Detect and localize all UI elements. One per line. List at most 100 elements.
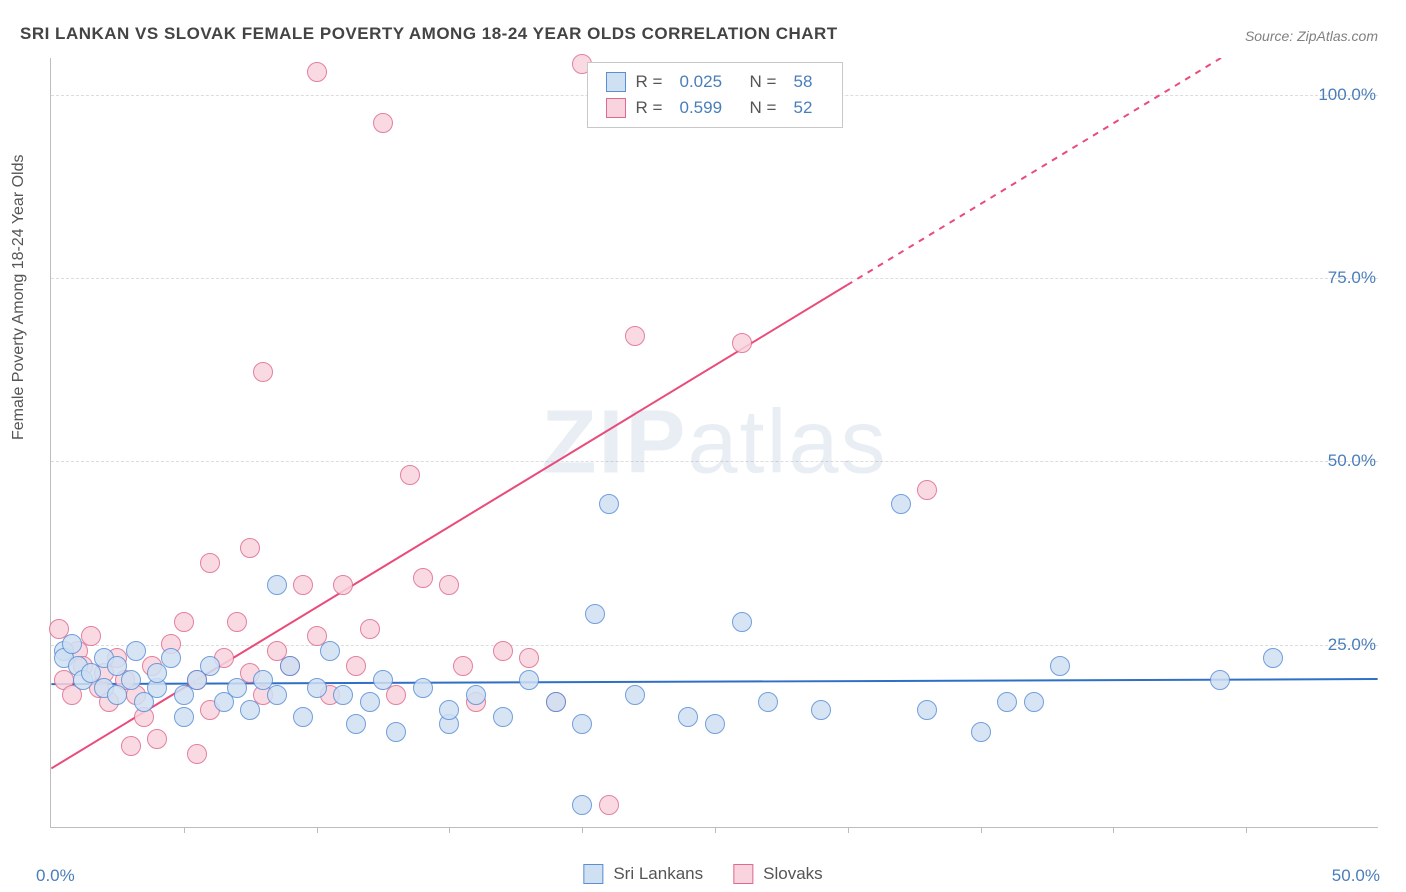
data-point (599, 795, 619, 815)
data-point (386, 722, 406, 742)
data-point (519, 648, 539, 668)
data-point (705, 714, 725, 734)
data-point (280, 656, 300, 676)
data-point (1263, 648, 1283, 668)
x-tick (848, 827, 849, 833)
legend-series: Sri Lankans Slovaks (583, 864, 822, 884)
x-tick (1113, 827, 1114, 833)
data-point (572, 795, 592, 815)
data-point (174, 612, 194, 632)
data-point (360, 692, 380, 712)
data-point (373, 113, 393, 133)
data-point (546, 692, 566, 712)
x-tick (317, 827, 318, 833)
n-value: 52 (794, 98, 824, 118)
data-point (200, 656, 220, 676)
data-point (439, 700, 459, 720)
x-tick (981, 827, 982, 833)
data-point (971, 722, 991, 742)
x-tick (184, 827, 185, 833)
n-value: 58 (794, 72, 824, 92)
legend-swatch (733, 864, 753, 884)
data-point (62, 634, 82, 654)
legend-stat-row: R = 0.599 N = 52 (606, 95, 824, 121)
legend-swatch (606, 72, 626, 92)
x-tick (1246, 827, 1247, 833)
data-point (333, 685, 353, 705)
y-tick-label: 100.0% (1318, 85, 1376, 105)
gridline (51, 278, 1378, 279)
y-tick-label: 50.0% (1328, 451, 1376, 471)
x-tick (449, 827, 450, 833)
legend-stats: R = 0.025 N = 58 R = 0.599 N = 52 (587, 62, 843, 128)
data-point (240, 538, 260, 558)
data-point (147, 729, 167, 749)
source-attribution: Source: ZipAtlas.com (1245, 28, 1378, 44)
data-point (320, 641, 340, 661)
data-point (373, 670, 393, 690)
x-axis-min-label: 0.0% (36, 866, 75, 886)
r-label: R = (636, 72, 670, 92)
data-point (267, 575, 287, 595)
r-value: 0.599 (680, 98, 740, 118)
data-point (439, 575, 459, 595)
watermark: ZIPatlas (541, 391, 887, 494)
data-point (267, 685, 287, 705)
data-point (174, 707, 194, 727)
y-tick-label: 75.0% (1328, 268, 1376, 288)
legend-label: Slovaks (763, 864, 823, 884)
legend-swatch (583, 864, 603, 884)
data-point (917, 480, 937, 500)
data-point (413, 568, 433, 588)
data-point (453, 656, 473, 676)
data-point (126, 641, 146, 661)
data-point (493, 641, 513, 661)
data-point (493, 707, 513, 727)
data-point (227, 612, 247, 632)
legend-item: Slovaks (733, 864, 823, 884)
data-point (1210, 670, 1230, 690)
legend-swatch (606, 98, 626, 118)
data-point (293, 575, 313, 595)
data-point (360, 619, 380, 639)
legend-item: Sri Lankans (583, 864, 703, 884)
data-point (732, 612, 752, 632)
data-point (891, 494, 911, 514)
data-point (121, 670, 141, 690)
data-point (333, 575, 353, 595)
y-axis-label: Female Poverty Among 18-24 Year Olds (10, 155, 28, 441)
r-label: R = (636, 98, 670, 118)
data-point (519, 670, 539, 690)
x-tick (715, 827, 716, 833)
legend-stat-row: R = 0.025 N = 58 (606, 69, 824, 95)
data-point (227, 678, 247, 698)
x-axis-max-label: 50.0% (1332, 866, 1380, 886)
data-point (346, 656, 366, 676)
y-tick-label: 25.0% (1328, 635, 1376, 655)
data-point (678, 707, 698, 727)
data-point (811, 700, 831, 720)
r-value: 0.025 (680, 72, 740, 92)
data-point (1050, 656, 1070, 676)
data-point (917, 700, 937, 720)
data-point (293, 707, 313, 727)
data-point (161, 648, 181, 668)
data-point (466, 685, 486, 705)
n-label: N = (750, 98, 784, 118)
data-point (732, 333, 752, 353)
data-point (599, 494, 619, 514)
data-point (585, 604, 605, 624)
data-point (625, 685, 645, 705)
data-point (240, 700, 260, 720)
data-point (307, 678, 327, 698)
data-point (413, 678, 433, 698)
data-point (253, 362, 273, 382)
scatter-plot: ZIPatlas R = 0.025 N = 58 R = 0.599 N = 52 (50, 58, 1378, 828)
data-point (997, 692, 1017, 712)
data-point (81, 626, 101, 646)
legend-label: Sri Lankans (613, 864, 703, 884)
data-point (200, 553, 220, 573)
n-label: N = (750, 72, 784, 92)
data-point (346, 714, 366, 734)
x-tick (582, 827, 583, 833)
